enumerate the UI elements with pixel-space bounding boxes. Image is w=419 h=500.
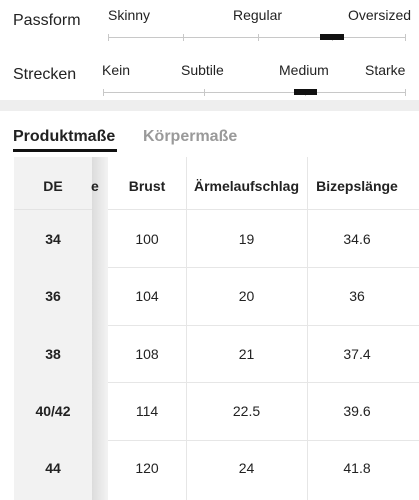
row-divider bbox=[14, 209, 92, 210]
brust-cell: 120 bbox=[135, 460, 159, 476]
tab-produktmasse[interactable]: Produktmaße bbox=[13, 128, 116, 145]
row-divider bbox=[108, 325, 419, 326]
strecken-tick bbox=[405, 89, 406, 96]
column-divider bbox=[307, 157, 308, 500]
strecken-option-subtile: Subtile bbox=[181, 62, 224, 78]
size-cell: 38 bbox=[45, 346, 61, 362]
bizepslaenge-cell: 36 bbox=[349, 288, 365, 304]
brust-cell: 108 bbox=[135, 346, 159, 362]
table-header-row: DE e Brust Ärmelaufschlag Bizepslänge bbox=[0, 157, 419, 209]
strecken-tick bbox=[204, 89, 205, 96]
bizepslaenge-cell: 41.8 bbox=[343, 460, 371, 476]
passform-option-skinny: Skinny bbox=[108, 7, 151, 23]
strecken-option-kein: Kein bbox=[102, 62, 131, 78]
aermelaufschlag-cell: 24 bbox=[238, 460, 255, 476]
strecken-label: Strecken bbox=[13, 66, 77, 83]
passform-option-oversized: Oversized bbox=[348, 7, 412, 23]
active-tab-indicator bbox=[13, 149, 117, 152]
passform-tick bbox=[405, 34, 406, 41]
frozen-size-column bbox=[14, 157, 92, 500]
strecken-option-medium: Medium bbox=[279, 62, 329, 78]
bizepslaenge-cell: 34.6 bbox=[343, 231, 371, 247]
size-cell: 44 bbox=[45, 460, 61, 476]
brust-cell: 100 bbox=[135, 231, 159, 247]
strecken-marker bbox=[294, 89, 317, 95]
row-divider bbox=[108, 209, 419, 210]
size-table[interactable]: DE e Brust Ärmelaufschlag Bizepslänge 34… bbox=[0, 157, 419, 500]
strecken-tick bbox=[103, 89, 104, 96]
size-cell: 34 bbox=[45, 231, 61, 247]
row-divider bbox=[108, 440, 419, 441]
row-divider bbox=[108, 382, 419, 383]
header-brust: Brust bbox=[128, 178, 166, 194]
aermelaufschlag-cell: 21 bbox=[238, 346, 255, 362]
aermelaufschlag-cell: 22.5 bbox=[232, 403, 261, 419]
size-cell: 40/42 bbox=[35, 403, 71, 419]
section-divider bbox=[0, 100, 419, 111]
strecken-option-starke: Starke bbox=[365, 62, 406, 78]
passform-tick bbox=[183, 34, 184, 41]
header-bizepslaenge: Bizepslänge bbox=[316, 178, 398, 194]
size-tabs: Produktmaße Körpermaße bbox=[0, 111, 419, 155]
row-divider bbox=[108, 267, 419, 268]
column-divider bbox=[186, 157, 187, 500]
brust-cell: 104 bbox=[135, 288, 159, 304]
header-de: DE bbox=[43, 178, 63, 194]
brust-cell: 114 bbox=[135, 403, 159, 419]
passform-tick bbox=[108, 34, 109, 41]
strecken-scale-track bbox=[103, 92, 406, 93]
aermelaufschlag-cell: 20 bbox=[238, 288, 255, 304]
size-cell: 36 bbox=[45, 288, 61, 304]
fit-section: Passform Skinny Regular Oversized Streck… bbox=[0, 0, 419, 100]
passform-label: Passform bbox=[13, 12, 81, 29]
tab-koerpermasse[interactable]: Körpermaße bbox=[143, 128, 238, 145]
passform-marker bbox=[320, 34, 344, 40]
bizepslaenge-cell: 37.4 bbox=[343, 346, 371, 362]
passform-option-regular: Regular bbox=[233, 7, 283, 23]
header-aermelaufschlag: Ärmelaufschlag bbox=[193, 178, 300, 194]
header-truncated: e bbox=[91, 178, 99, 194]
passform-scale-track bbox=[108, 37, 406, 38]
aermelaufschlag-cell: 19 bbox=[238, 231, 255, 247]
passform-tick bbox=[258, 34, 259, 41]
scroll-shadow bbox=[92, 157, 108, 500]
bizepslaenge-cell: 39.6 bbox=[343, 403, 371, 419]
